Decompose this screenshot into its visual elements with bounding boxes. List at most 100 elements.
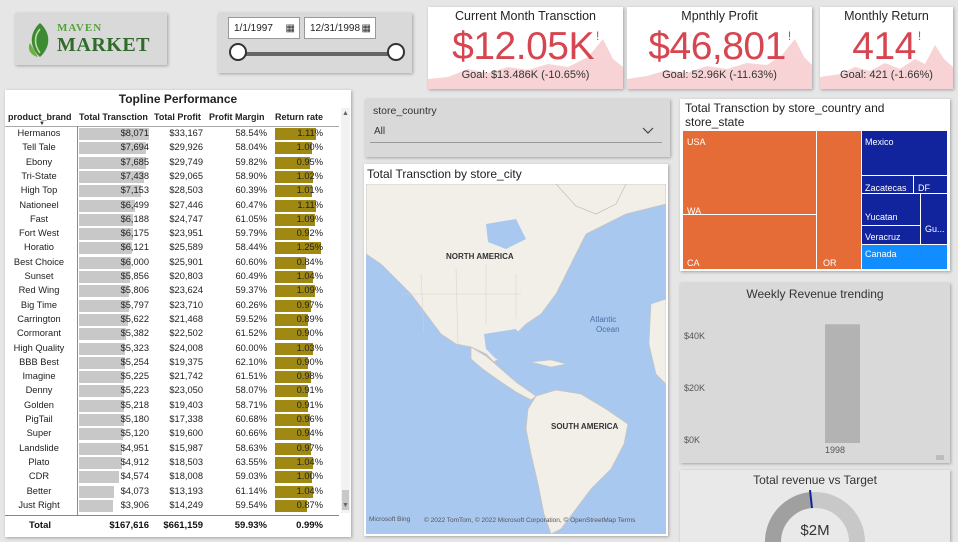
table-row[interactable]: Cormorant $5,382 $22,502 61.52% 0.90%	[5, 327, 339, 341]
cell-profit: $19,403	[169, 399, 203, 410]
table-row[interactable]: Red Wing $5,806 $23,624 59.37% 1.09%	[5, 284, 339, 298]
table-row[interactable]: Imagine $5,225 $21,742 61.51% 0.98%	[5, 370, 339, 384]
table-row[interactable]: High Quality $5,323 $24,008 60.00% 1.03%	[5, 342, 339, 356]
column-header-profit-margin[interactable]: Profit Margin	[209, 112, 265, 122]
table-row[interactable]: Just Right $3,906 $14,249 59.54% 0.87%	[5, 499, 339, 513]
treemap-cell-or[interactable]	[817, 131, 861, 269]
kpi-trend-area	[627, 39, 812, 89]
table-row[interactable]: Sunset $5,856 $20,803 60.49% 1.04%	[5, 270, 339, 284]
table-total-row: Total $167,616 $661,159 59.93% 0.99%	[5, 515, 339, 534]
country-dropdown[interactable]: All	[370, 122, 662, 143]
table-row[interactable]: Carrington $5,622 $21,468 59.52% 0.89%	[5, 313, 339, 327]
chevron-down-icon[interactable]	[642, 127, 654, 135]
end-date-input[interactable]: 12/31/1998 ▦	[304, 17, 376, 39]
column-header-product-brand[interactable]: product_brand	[8, 112, 72, 122]
table-row[interactable]: Denny $5,223 $23,050 58.07% 0.91%	[5, 384, 339, 398]
sort-arrow-icon[interactable]: ▼	[39, 121, 45, 127]
table-row[interactable]: Golden $5,218 $19,403 58.71% 0.91%	[5, 399, 339, 413]
return-rate-data-bar	[275, 371, 312, 384]
topline-performance-table[interactable]: Topline Performance product_brand ▼ Tota…	[5, 90, 351, 537]
table-row[interactable]: PigTail $5,180 $17,338 60.68% 0.96%	[5, 413, 339, 427]
table-row[interactable]: Ebony $7,685 $29,749 59.82% 0.95%	[5, 156, 339, 170]
cell-return-rate: 1.11%	[297, 199, 323, 210]
calendar-icon[interactable]: ▦	[361, 23, 371, 34]
column-header-return-rate[interactable]: Return rate	[275, 112, 324, 122]
cell-return-rate: 1.00%	[296, 142, 323, 153]
bar-1998[interactable]	[825, 324, 860, 443]
cell-brand: Sunset	[24, 271, 54, 281]
table-row[interactable]: Plato $4,912 $18,503 63.55% 1.04%	[5, 456, 339, 470]
treemap-cell-ca[interactable]	[683, 215, 817, 269]
total-profit: $661,159	[163, 520, 203, 531]
column-header-total-transaction[interactable]: Total Transction	[79, 112, 148, 122]
table-row[interactable]: Better $4,073 $13,193 61.14% 1.04%	[5, 485, 339, 499]
weekly-revenue-chart[interactable]: Weekly Revenue trending $40K $20K $0K 19…	[680, 283, 950, 463]
return-rate-data-bar	[275, 485, 314, 498]
table-row[interactable]: Super $5,120 $19,600 60.66% 0.94%	[5, 427, 339, 441]
treemap-label-ca: CA	[687, 258, 700, 268]
y-tick-label: $40K	[684, 331, 706, 341]
cell-return-rate: 1.04%	[296, 456, 323, 467]
return-rate-data-bar	[275, 185, 313, 198]
table-row[interactable]: BBB Best $5,254 $19,375 62.10% 0.90%	[5, 356, 339, 370]
scroll-indicator[interactable]	[936, 455, 944, 460]
table-row[interactable]: Fast $6,188 $24,747 61.05% 1.09%	[5, 213, 339, 227]
store-city-map[interactable]: Total Transction by store_city NORTH AME…	[364, 164, 668, 536]
cell-return-rate: 0.89%	[296, 313, 323, 324]
table-scrollbar[interactable]: ▲ ▼	[341, 108, 350, 513]
table-row[interactable]: CDR $4,574 $18,008 59.03% 1.00%	[5, 470, 339, 484]
treemap-cell-wa[interactable]	[683, 131, 817, 215]
return-rate-data-bar	[275, 328, 309, 341]
cell-transaction: $7,685	[120, 156, 149, 167]
transaction-data-bar	[79, 228, 133, 241]
table-row[interactable]: Landslide $4,951 $15,987 58.63% 0.97%	[5, 442, 339, 456]
scroll-down-icon[interactable]: ▼	[342, 502, 349, 509]
world-map[interactable]	[366, 184, 666, 534]
cell-profit-margin: 58.44%	[235, 242, 267, 253]
cell-transaction: $6,499	[120, 199, 149, 210]
cell-transaction: $8,071	[120, 128, 149, 138]
table-row[interactable]: Tell Tale $7,694 $29,926 58.04% 1.00%	[5, 141, 339, 155]
kpi-title: Mpnthly Profit	[681, 9, 758, 23]
cell-transaction: $5,225	[120, 371, 149, 382]
treemap-country-state[interactable]: Total Transction by store_country and st…	[680, 99, 950, 271]
table-row[interactable]: Big Time $5,797 $23,710 60.26% 0.97%	[5, 299, 339, 313]
treemap-body[interactable]: USA WA CA OR Mexico Zacatecas DF Yucatan…	[683, 131, 947, 269]
column-header-total-profit[interactable]: Total Profit	[154, 112, 201, 122]
kpi-value: $46,801!	[648, 25, 791, 68]
transaction-data-bar	[79, 142, 146, 155]
cell-profit: $14,249	[169, 499, 203, 510]
treemap-label-mexico: Mexico	[865, 137, 894, 147]
cell-profit: $24,747	[169, 213, 203, 224]
scrollbar-thumb[interactable]	[342, 490, 349, 510]
cell-return-rate: 0.87%	[296, 499, 323, 510]
chart-title: Weekly Revenue trending	[746, 287, 884, 301]
calendar-icon[interactable]: ▦	[285, 23, 295, 34]
slider-end-handle[interactable]	[387, 43, 405, 61]
slider-start-handle[interactable]	[229, 43, 247, 61]
table-row[interactable]: Tri-State $7,438 $29,065 58.90% 1.02%	[5, 170, 339, 184]
store-country-slicer[interactable]: store_country All	[365, 99, 670, 157]
y-tick-label: $20K	[684, 383, 706, 393]
scroll-up-icon[interactable]: ▲	[342, 110, 349, 117]
treemap-cell-canada[interactable]	[861, 244, 947, 269]
start-date-input[interactable]: 1/1/1997 ▦	[228, 17, 300, 39]
cell-profit-margin: 60.47%	[235, 199, 267, 210]
slider-track[interactable]	[238, 52, 396, 56]
table-row[interactable]: Fort West $6,175 $23,951 59.79% 0.92%	[5, 227, 339, 241]
table-row[interactable]: Horatio $6,121 $25,589 58.44% 1.25%	[5, 241, 339, 255]
start-date-value: 1/1/1997	[234, 23, 273, 34]
map-title: Total Transction by store_city	[367, 167, 522, 181]
table-row[interactable]: Hermanos $8,071 $33,167 58.54% 1.11%	[5, 127, 339, 141]
cell-transaction: $5,806	[120, 285, 149, 296]
total-profit-margin: 59.93%	[234, 520, 267, 531]
cell-brand: High Top	[20, 185, 58, 196]
date-range-slicer[interactable]: 1/1/1997 ▦ 12/31/1998 ▦	[218, 13, 412, 73]
table-row[interactable]: Best Choice $6,000 $25,901 60.60% 0.84%	[5, 256, 339, 270]
return-rate-data-bar	[275, 399, 309, 412]
revenue-vs-target-gauge[interactable]: Total revenue vs Target $2M	[680, 470, 950, 542]
table-row[interactable]: Nationeel $6,499 $27,446 60.47% 1.11%	[5, 199, 339, 213]
transaction-data-bar	[79, 342, 126, 355]
cell-return-rate: 1.11%	[297, 128, 323, 138]
table-row[interactable]: High Top $7,153 $28,503 60.39% 1.01%	[5, 184, 339, 198]
